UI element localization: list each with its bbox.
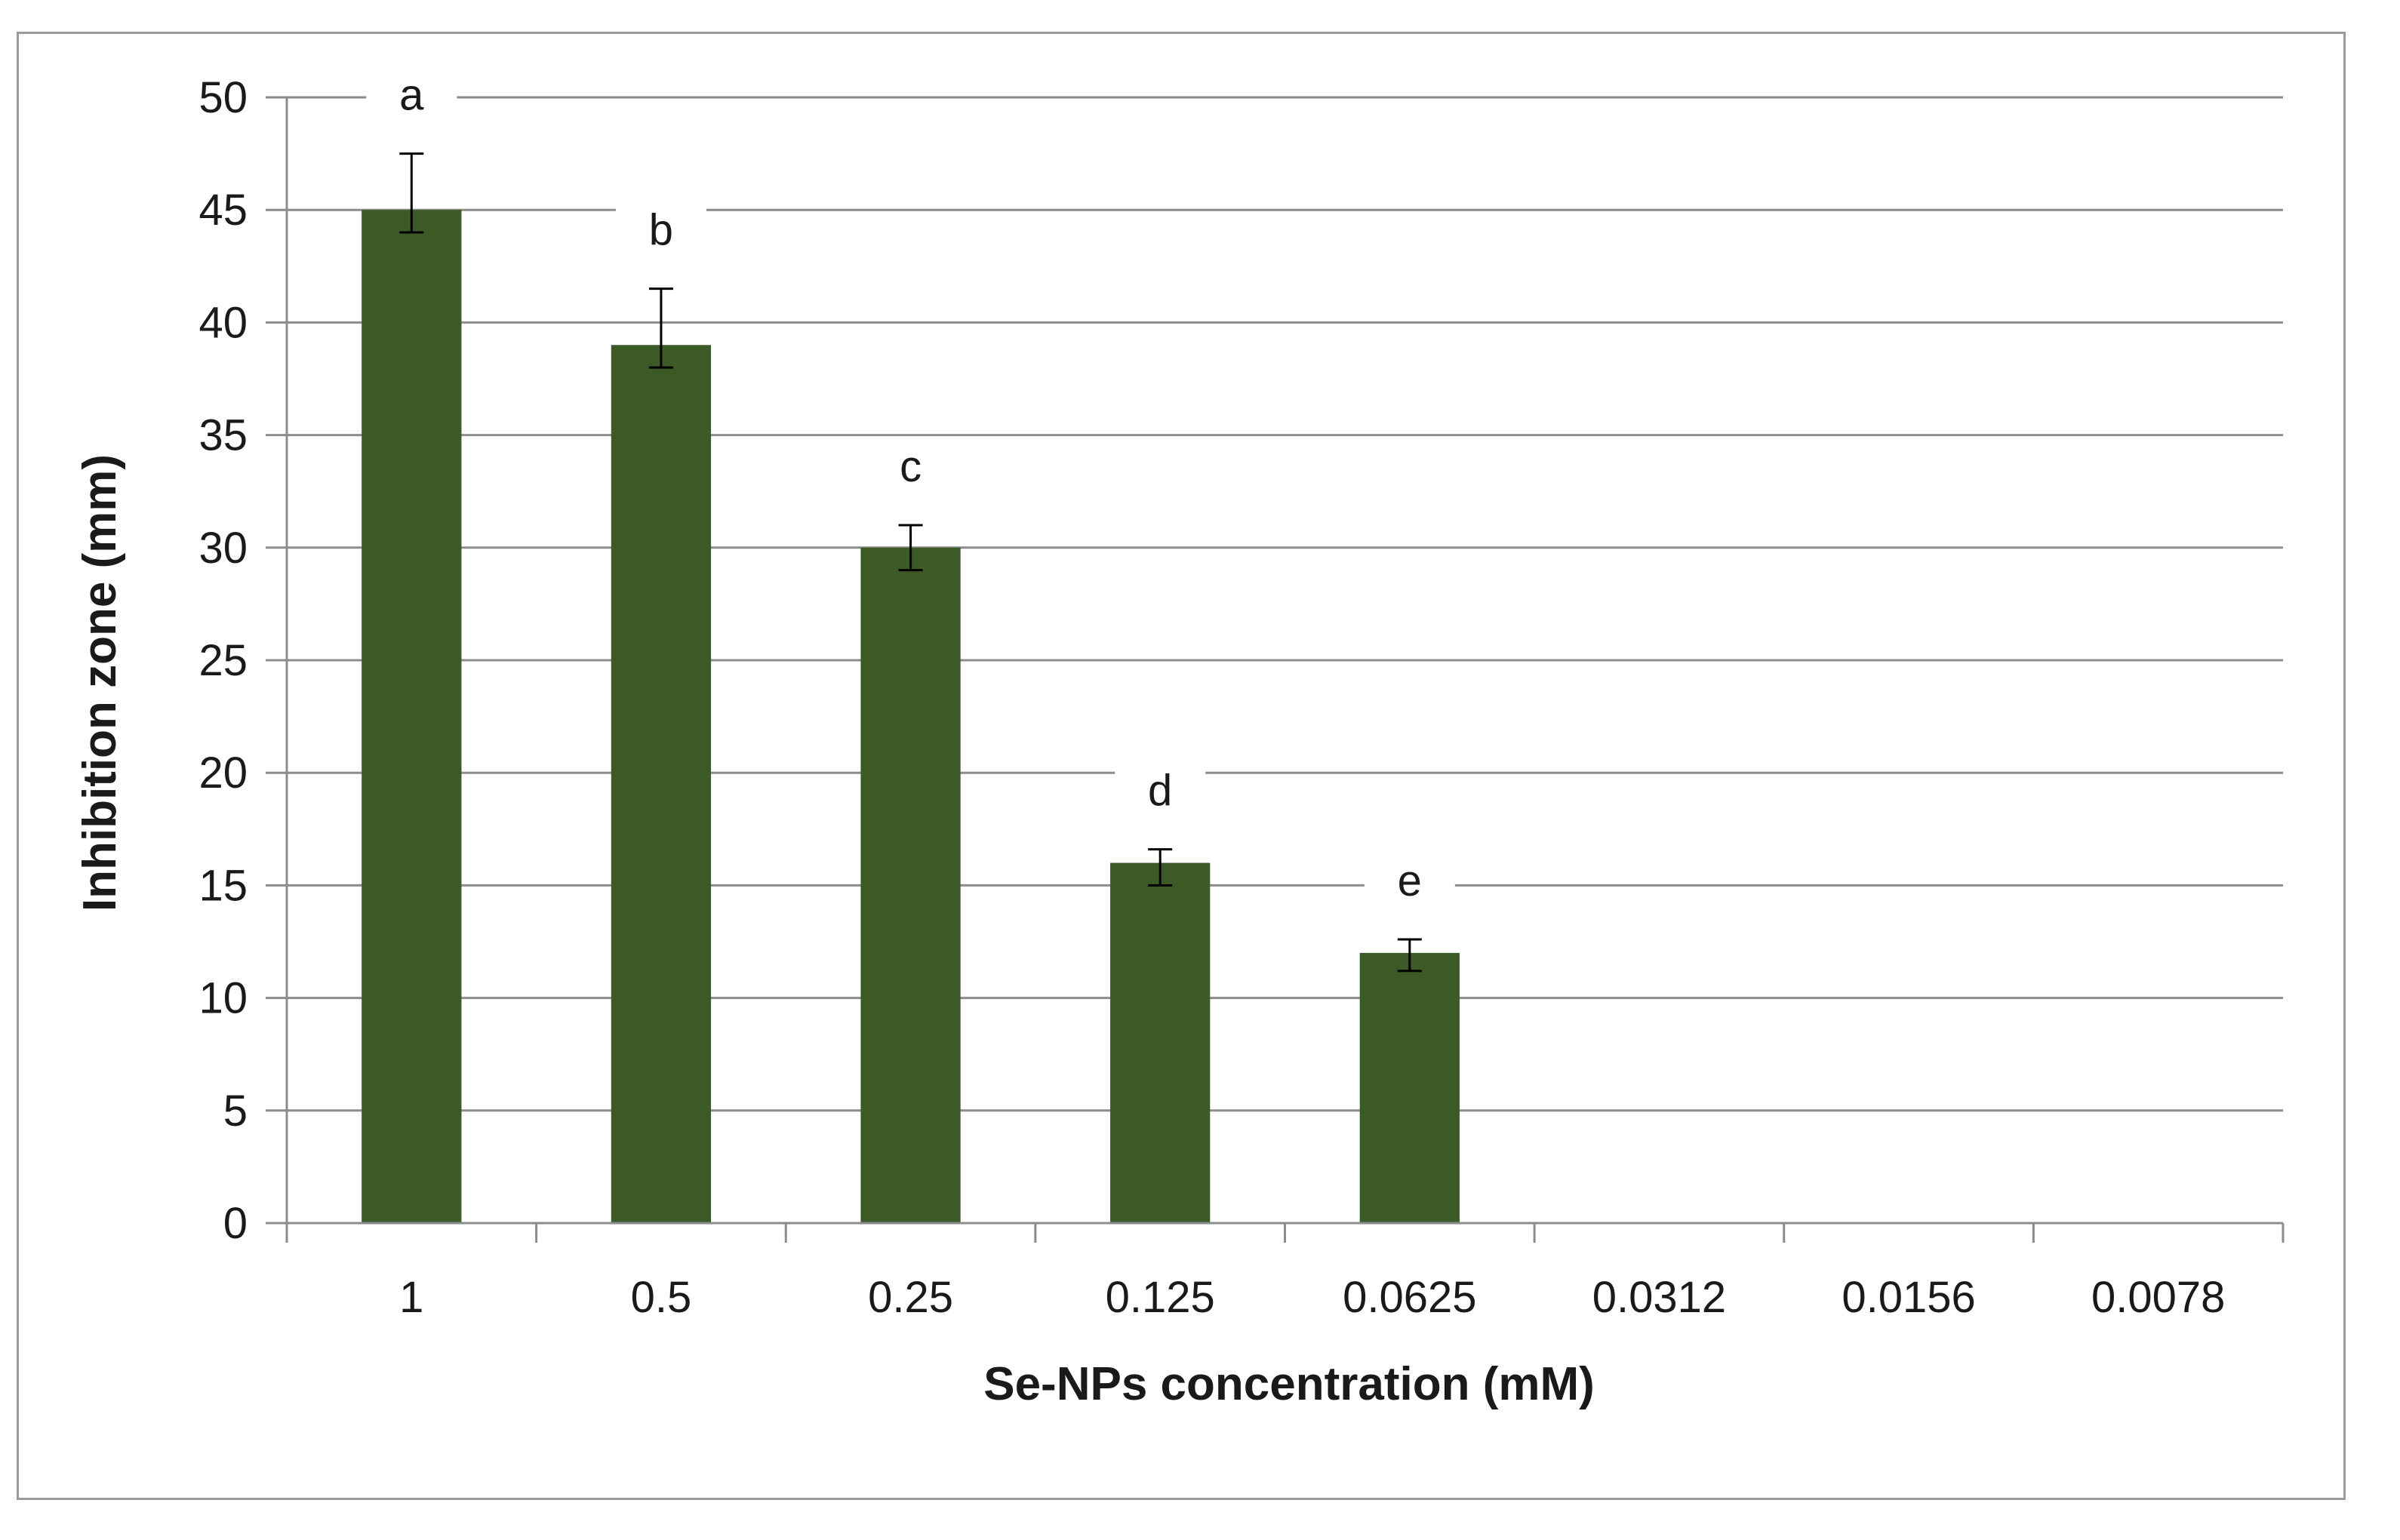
x-tick-label: 1	[399, 1273, 423, 1322]
axes	[266, 96, 2285, 1243]
labels: 0 5 10 15 20 25 30 35 40 45 50 1 a 0.5 b 0.25 c 0.125 d 0.0…	[198, 71, 2225, 1322]
y-tick-label: 30	[198, 524, 248, 573]
bar	[611, 345, 712, 1223]
x-axis-title: Se-NPs concentration (mM)	[983, 1358, 1595, 1410]
significance-label: b	[649, 206, 673, 255]
x-tick-label: 0.0625	[1343, 1273, 1476, 1322]
y-tick-label: 10	[198, 974, 248, 1023]
x-tick-label: 0.0078	[2091, 1273, 2225, 1322]
y-tick-label: 40	[198, 298, 248, 347]
bar	[1359, 952, 1460, 1223]
bar	[1110, 862, 1211, 1223]
y-tick-label: 50	[198, 73, 248, 122]
bar	[860, 547, 961, 1223]
x-tick-label: 0.125	[1106, 1273, 1215, 1322]
bar	[362, 210, 462, 1224]
significance-label-background	[1364, 856, 1455, 918]
gridlines	[287, 70, 2283, 1112]
x-tick-label: 0.0312	[1592, 1273, 1726, 1322]
y-tick-label: 5	[223, 1087, 248, 1136]
significance-label-background	[366, 70, 457, 131]
y-tick-label: 35	[198, 411, 248, 460]
y-tick-label: 45	[198, 186, 248, 235]
significance-label: e	[1398, 856, 1422, 905]
significance-label-background	[615, 205, 706, 266]
significance-label: c	[900, 442, 922, 491]
y-tick-label: 0	[223, 1199, 248, 1248]
y-tick-label: 25	[198, 636, 248, 685]
x-tick-label: 0.5	[631, 1273, 692, 1322]
x-tick-label: 0.0156	[1842, 1273, 1975, 1322]
y-tick-label: 15	[198, 861, 248, 910]
chart-frame: 0 5 10 15 20 25 30 35 40 45 50 1 a 0.5 b 0.25 c 0.125 d 0.0…	[17, 32, 2346, 1500]
significance-label: a	[399, 71, 424, 120]
significance-label-background	[865, 441, 956, 503]
y-axis-title: Inhibition zone (mm)	[74, 454, 126, 911]
x-tick-label: 0.25	[868, 1273, 953, 1322]
bar-chart: 0 5 10 15 20 25 30 35 40 45 50 1 a 0.5 b 0.25 c 0.125 d 0.0…	[74, 70, 2285, 1410]
significance-label: d	[1148, 767, 1172, 816]
y-tick-label: 20	[198, 748, 248, 798]
bars	[362, 152, 1460, 1224]
significance-label-background	[1115, 766, 1206, 827]
